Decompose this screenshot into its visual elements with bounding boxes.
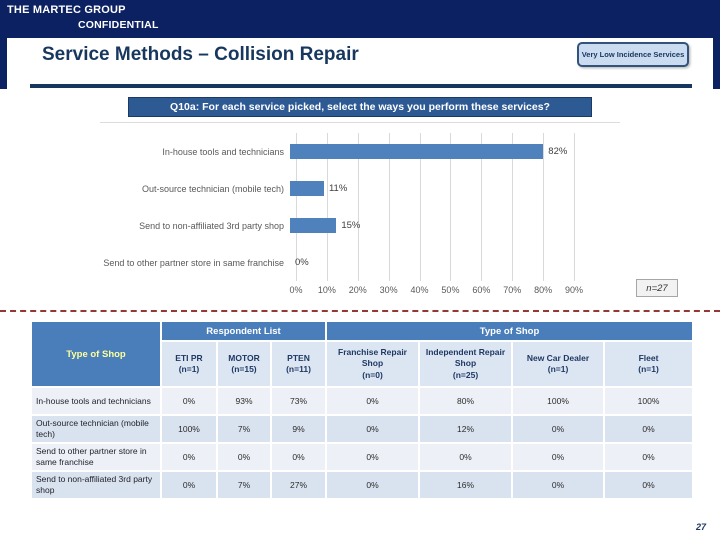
bar-value-label: 0%: [295, 257, 309, 268]
table-cell: 73%: [272, 388, 326, 414]
sample-size-box: n=27: [636, 279, 678, 297]
right-edge-bar: [713, 0, 720, 89]
table-cell: 0%: [327, 472, 419, 498]
chart-row: Out-source technician (mobile tech) 11%: [100, 170, 620, 207]
bar-value-label: 15%: [341, 220, 361, 231]
category-label: Send to other partner store in same fran…: [103, 257, 284, 268]
table-row: Out-source technician (mobile tech) 100%…: [32, 416, 693, 442]
row-label: In-house tools and technicians: [32, 388, 160, 414]
top-banner: THE MARTEC GROUP CONFIDENTIAL: [0, 0, 720, 38]
bar: [290, 218, 337, 233]
table-cell: 0%: [162, 388, 216, 414]
table-cell: 0%: [513, 416, 604, 442]
x-tick: 0%: [289, 285, 303, 295]
col-header: PTEN (n=11): [272, 342, 326, 386]
col-header: Independent Repair Shop (n=25): [420, 342, 512, 386]
x-tick: 10%: [317, 285, 336, 295]
table-row: In-house tools and technicians 0% 93% 73…: [32, 388, 693, 414]
row-label: Send to other partner store in same fran…: [32, 444, 160, 470]
table-cell: 0%: [327, 416, 419, 442]
table-cell: 93%: [218, 388, 270, 414]
chart-row: In-house tools and technicians 82%: [100, 133, 620, 170]
category-label: Out-source technician (mobile tech): [141, 183, 284, 194]
category-label: Send to non-affiliated 3rd party shop: [139, 220, 284, 231]
x-tick: 40%: [410, 285, 429, 295]
table-cell: 0%: [218, 444, 270, 470]
confidential-label: CONFIDENTIAL: [78, 19, 159, 31]
table-row: Send to non-affiliated 3rd party shop 0%…: [32, 472, 693, 498]
table-cell: 12%: [420, 416, 512, 442]
corner-header: Type of Shop: [32, 322, 160, 386]
col-header: ETI PR (n=1): [162, 342, 216, 386]
col-header: New Car Dealer (n=1): [513, 342, 604, 386]
row-label: Out-source technician (mobile tech): [32, 416, 160, 442]
x-tick: 20%: [348, 285, 367, 295]
table-cell: 0%: [420, 444, 512, 470]
group-header-type-of-shop: Type of Shop: [327, 322, 693, 340]
company-name: THE MARTEC GROUP: [7, 4, 126, 16]
chart-gridlines: [296, 133, 575, 281]
table-cell: 16%: [420, 472, 512, 498]
table-cell: 0%: [327, 388, 419, 414]
table-cell: 100%: [605, 388, 693, 414]
x-tick: 70%: [503, 285, 522, 295]
page-title: Service Methods – Collision Repair: [42, 44, 359, 65]
chart-row: Send to other partner store in same fran…: [100, 244, 620, 281]
table-row: Send to other partner store in same fran…: [32, 444, 693, 470]
table-cell: 0%: [605, 416, 693, 442]
incidence-badge: Very Low Incidence Services: [577, 42, 689, 67]
bar-chart: In-house tools and technicians 82% Out-s…: [100, 122, 620, 302]
page-number: 27: [695, 522, 706, 532]
x-tick: 60%: [472, 285, 491, 295]
bar: [290, 181, 324, 196]
x-tick: 80%: [534, 285, 553, 295]
table-cell: 100%: [513, 388, 604, 414]
results-table-wrap: Type of Shop Respondent List Type of Sho…: [30, 320, 693, 500]
table-cell: 0%: [513, 472, 604, 498]
bar-value-label: 11%: [328, 183, 348, 194]
table-cell: 0%: [605, 444, 693, 470]
x-tick: 50%: [441, 285, 460, 295]
table-cell: 7%: [218, 472, 270, 498]
col-header: Franchise Repair Shop (n=0): [327, 342, 419, 386]
table-cell: 0%: [327, 444, 419, 470]
category-label: In-house tools and technicians: [162, 146, 284, 157]
table-cell: 27%: [272, 472, 326, 498]
dashed-divider: [0, 310, 720, 312]
col-header: Fleet (n=1): [605, 342, 693, 386]
table-cell: 0%: [513, 444, 604, 470]
table-cell: 100%: [162, 416, 216, 442]
x-tick: 30%: [379, 285, 398, 295]
bar: [290, 144, 544, 159]
table-cell: 0%: [162, 444, 216, 470]
chart-row: Send to non-affiliated 3rd party shop 15…: [100, 207, 620, 244]
table-cell: 0%: [605, 472, 693, 498]
column-header-row: ETI PR (n=1) MOTOR (n=15) PTEN (n=11) Franc…: [32, 342, 693, 386]
bar-value-label: 82%: [548, 146, 568, 157]
question-bar: Q10a: For each service picked, select th…: [128, 97, 592, 117]
left-edge-bar: [0, 0, 7, 89]
results-table: Type of Shop Respondent List Type of Sho…: [30, 320, 694, 500]
group-header-row: Type of Shop Respondent List Type of Sho…: [32, 322, 693, 386]
chart-bars: In-house tools and technicians 82% Out-s…: [100, 133, 620, 281]
x-tick: 90%: [564, 285, 584, 295]
row-label: Send to non-affiliated 3rd party shop: [32, 472, 160, 498]
x-axis: 0% 10% 20% 30% 40% 50% 60% 70% 80% 90%: [289, 285, 583, 299]
table-cell: 80%: [420, 388, 512, 414]
group-header-respondent-list: Respondent List: [162, 322, 326, 340]
col-header: MOTOR (n=15): [218, 342, 270, 386]
title-rule: [30, 84, 692, 88]
table-cell: 7%: [218, 416, 270, 442]
table-cell: 9%: [272, 416, 326, 442]
table-cell: 0%: [272, 444, 326, 470]
table-cell: 0%: [162, 472, 216, 498]
